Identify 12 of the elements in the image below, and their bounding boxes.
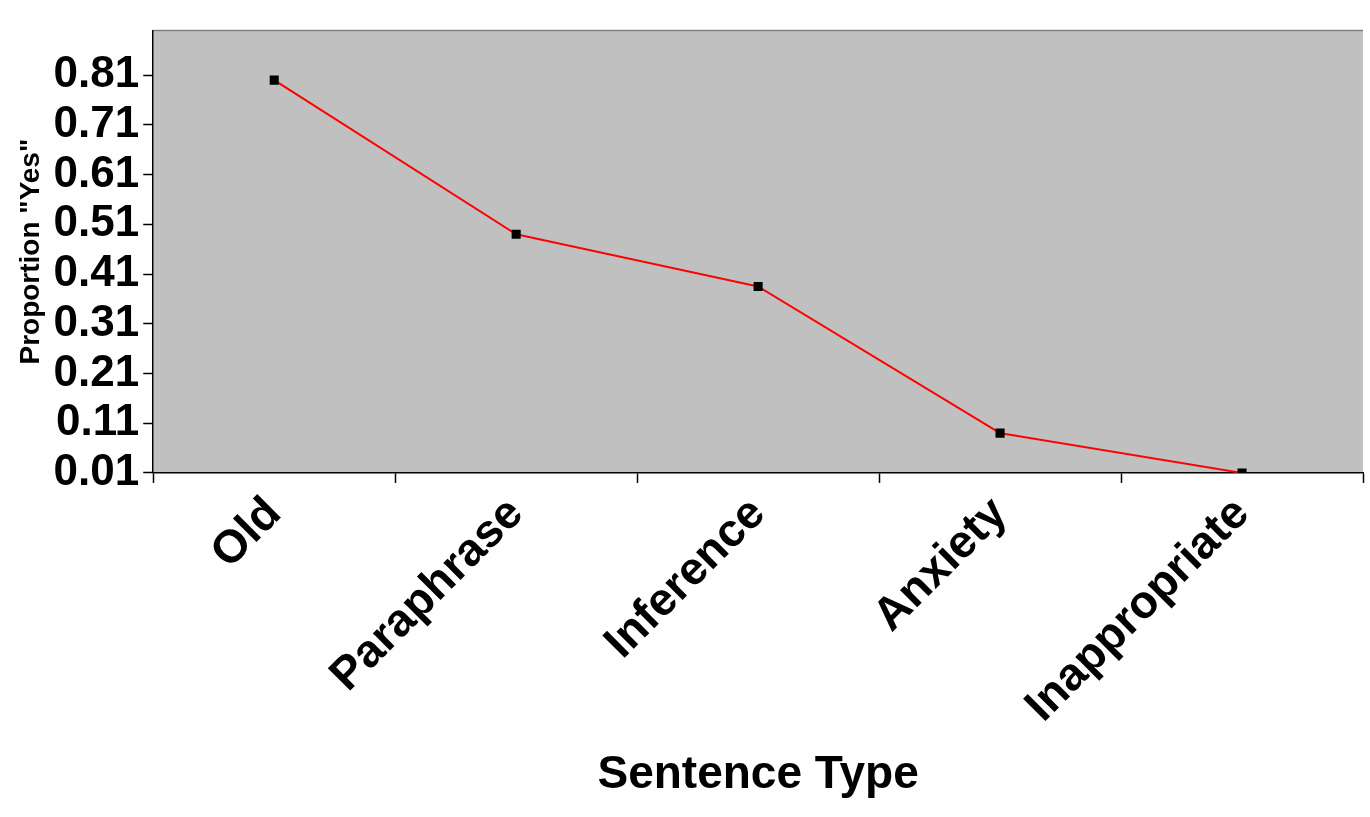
x-tick-label: Old <box>199 485 291 577</box>
y-axis-title: Proportion "Yes" <box>13 138 45 365</box>
y-tick-label: 0.11 <box>56 395 140 445</box>
x-axis-title: Sentence Type <box>597 746 919 799</box>
y-tick-label: 0.51 <box>53 196 140 246</box>
y-tick-label: 0.01 <box>53 445 140 495</box>
y-tick-label: 0.21 <box>53 345 140 395</box>
y-tick-label: 0.61 <box>53 146 140 196</box>
y-tick-label: 0.41 <box>53 246 140 296</box>
y-tick-label: 0.31 <box>53 295 140 345</box>
y-tick-label: 0.71 <box>53 97 140 147</box>
y-tick-label: 0.81 <box>53 47 140 97</box>
